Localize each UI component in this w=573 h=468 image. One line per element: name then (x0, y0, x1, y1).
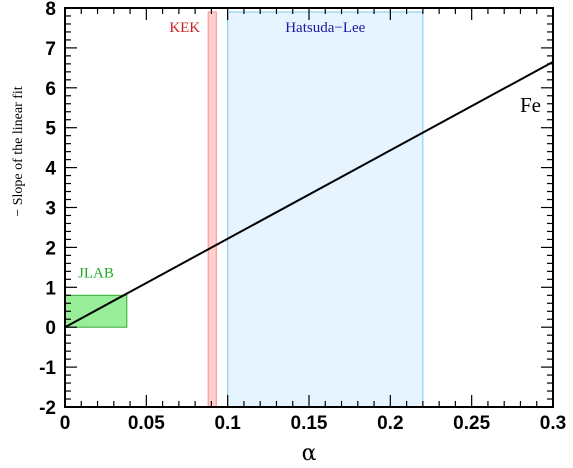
x-tick-label: 0.3 (540, 413, 566, 434)
x-axis-title: α (302, 441, 317, 466)
series-lines (64, 60, 554, 329)
axis-ticks (64, 7, 554, 408)
series-labels: Fe (520, 93, 541, 117)
y-tick-label: 7 (45, 39, 56, 60)
region-hatsuda-lee (227, 11, 424, 408)
series-line-fe (64, 60, 554, 329)
region-kek (207, 11, 217, 408)
x-tick-label: 0.1 (214, 413, 241, 434)
x-tick-label: 0 (60, 413, 71, 434)
y-tick-label: 8 (45, 0, 56, 20)
y-tick-label: 1 (45, 278, 56, 299)
series-label-fe: Fe (520, 93, 541, 117)
y-tick-label: 3 (45, 199, 56, 220)
x-tick-label: 0.25 (453, 413, 490, 434)
x-tick-label: 0.2 (377, 413, 403, 434)
y-tick-label: 2 (45, 238, 56, 259)
y-axis-title: − Slope of the linear fit (11, 86, 26, 216)
x-tick-label: 0.05 (128, 413, 165, 434)
region-label-hatsuda-lee: Hatsuda−Lee (285, 20, 365, 36)
y-tick-label: 6 (45, 79, 56, 100)
y-tick-label: -2 (39, 398, 56, 419)
y-tick-label: 0 (45, 318, 56, 339)
x-tick-labels: 0 0.05 0.1 0.15 0.2 0.25 0.3 (60, 413, 567, 434)
y-tick-labels: -2 -1 0 1 2 3 4 5 6 7 8 (39, 0, 56, 419)
y-tick-label: 4 (45, 159, 56, 180)
shaded-regions (64, 11, 424, 408)
y-tick-label: 5 (45, 119, 56, 140)
region-labels: JLAB KEK Hatsuda−Lee (78, 20, 366, 281)
x-tick-label: 0.15 (291, 413, 328, 434)
region-label-kek: KEK (169, 20, 200, 36)
y-tick-label: -1 (39, 358, 56, 379)
region-label-jlab: JLAB (78, 265, 114, 281)
